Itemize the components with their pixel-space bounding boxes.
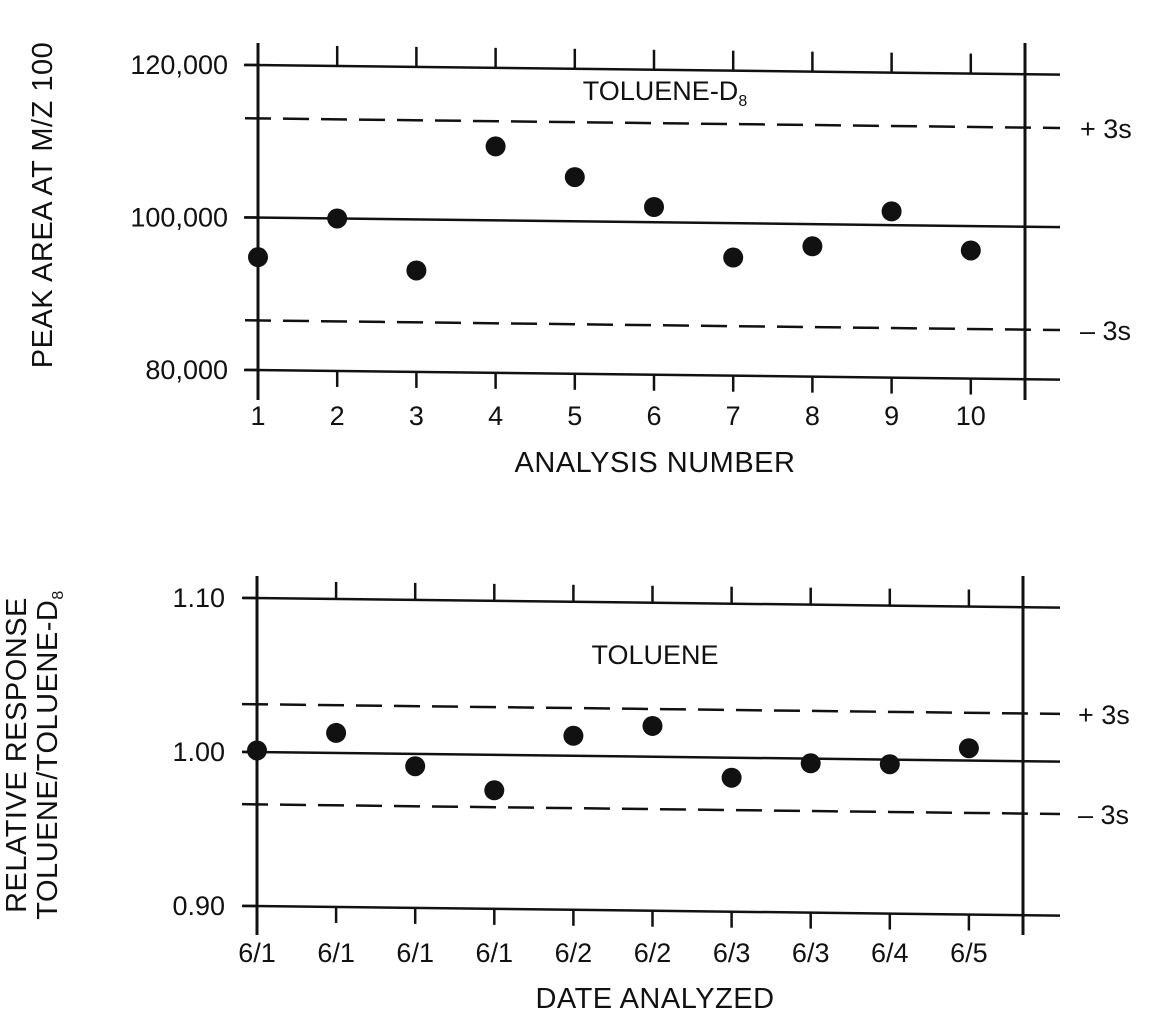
x-tick-label: 6/1 (396, 938, 434, 968)
y-axis-title-line2: TOLUENE/TOLUENE-D (32, 600, 64, 920)
data-point (879, 754, 900, 775)
y-axis-title-subscript: 8 (50, 590, 67, 599)
y-tick-label: 120,000 (130, 50, 228, 80)
x-tick-label: 6/3 (713, 938, 751, 968)
x-tick-label: 6/3 (792, 938, 830, 968)
data-point (485, 136, 506, 157)
data-point (327, 208, 348, 229)
data-point (881, 201, 902, 222)
x-tick-label: 5 (567, 401, 582, 431)
x-axis-title: ANALYSIS NUMBER (515, 447, 796, 479)
x-tick-label: 10 (956, 401, 986, 431)
compound-annotation-subscript: 8 (738, 93, 747, 110)
y-tick-label: 1.10 (172, 583, 225, 613)
top-boundary-line (244, 63, 1061, 76)
data-point (248, 247, 268, 268)
control-limit-label: + 3s (1078, 700, 1130, 730)
data-point (642, 715, 663, 736)
y-axis-title-line1: PEAK AREA AT M/Z 100 (27, 42, 59, 368)
y-tick-label: 100,000 (130, 203, 228, 233)
control-limit-line (244, 319, 1061, 332)
data-point (723, 247, 744, 268)
x-tick-label: 7 (726, 401, 741, 431)
x-tick-label: 6/1 (317, 938, 355, 968)
x-tick-label: 4 (488, 401, 503, 431)
data-point (958, 738, 979, 759)
x-tick-label: 9 (884, 401, 899, 431)
compound-annotation: TOLUENE (591, 640, 718, 670)
control-limit-line (244, 116, 1061, 130)
x-tick-label: 1 (250, 401, 265, 431)
x-tick-label: 6/1 (476, 938, 514, 968)
compound-annotation: TOLUENE-D8 (583, 76, 748, 110)
x-tick-label: 6/5 (950, 938, 988, 968)
data-point (563, 725, 584, 746)
control-limit-label: – 3s (1080, 316, 1131, 346)
y-tick-label: 0.90 (172, 891, 225, 921)
y-tick-label: 80,000 (145, 355, 228, 385)
x-tick-label: 6/2 (634, 938, 672, 968)
control-limit-label: – 3s (1078, 800, 1129, 830)
y-axis-title: PEAK AREA AT M/Z 100 (27, 42, 59, 368)
x-tick-label: 6/2 (555, 938, 593, 968)
data-point (644, 197, 664, 218)
data-point (960, 240, 981, 261)
bottom-boundary-line (244, 368, 1061, 381)
control-limit-label: + 3s (1080, 114, 1132, 144)
mean-line (244, 216, 1061, 229)
peak-area-control-chart: 120,000 100,000 80,000 1 2 3 4 5 6 7 8 9 10 ANALYSIS … (27, 42, 1132, 479)
control-limit-line (241, 802, 1061, 816)
y-axis-title-line1: RELATIVE RESPONSE (1, 597, 33, 913)
control-limit-line (241, 702, 1061, 716)
mean-line (241, 750, 1061, 763)
compound-annotation-text: TOLUENE (591, 640, 718, 670)
top-boundary-line (241, 596, 1061, 609)
data-point (800, 753, 821, 774)
y-axis-title: RELATIVE RESPONSETOLUENE/TOLUENE-D8 (1, 590, 67, 919)
x-tick-label: 6/1 (238, 938, 276, 968)
data-point (721, 767, 742, 788)
data-point (802, 236, 823, 257)
data-point (405, 756, 426, 777)
data-point (326, 722, 347, 743)
relative-response-control-chart: 1.10 1.00 0.90 6/1 6/1 6/1 6/1 6/2 6/2 6/3 6/3 6/4 6… (1, 576, 1130, 1015)
data-point (564, 167, 585, 188)
x-tick-label: 2 (330, 401, 345, 431)
x-tick-label: 6/4 (871, 938, 909, 968)
x-tick-label: 8 (805, 401, 820, 431)
x-tick-label: 3 (409, 401, 424, 431)
data-point (484, 780, 505, 801)
compound-annotation-text: TOLUENE-D (583, 76, 739, 106)
y-tick-label: 1.00 (172, 737, 225, 767)
data-point (247, 740, 267, 761)
x-tick-label: 6 (646, 401, 661, 431)
x-axis-title: DATE ANALYZED (535, 983, 774, 1015)
data-point (406, 260, 427, 281)
bottom-boundary-line (241, 904, 1061, 917)
